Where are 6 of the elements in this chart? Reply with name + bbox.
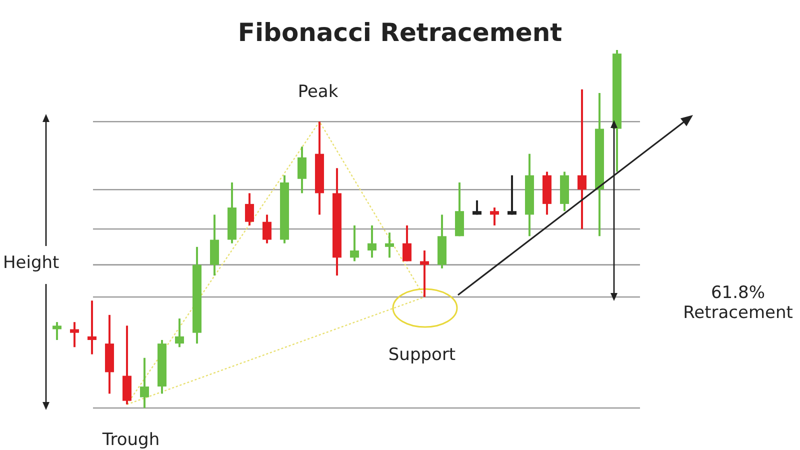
- text: Trough: [101, 430, 160, 450]
- annotation: Peak: [298, 82, 338, 102]
- annotation: Support: [388, 345, 456, 365]
- chart-title: Fibonacci Retracement: [238, 18, 562, 47]
- annotation: Height: [3, 253, 60, 273]
- text: 61.8% Retracement: [683, 283, 794, 323]
